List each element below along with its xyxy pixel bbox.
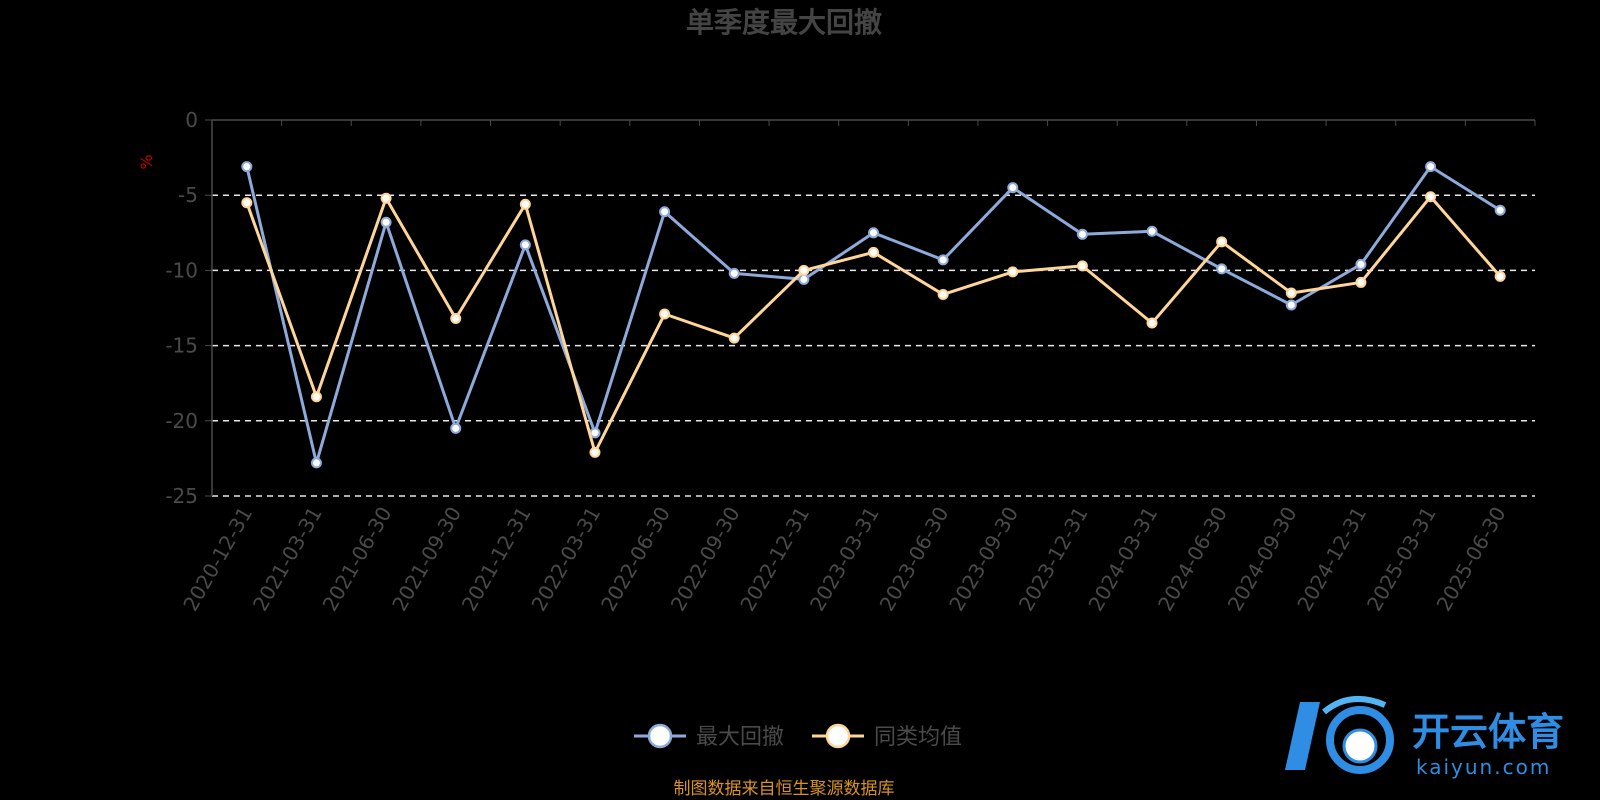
x-tick-label: 2022-12-31	[735, 503, 814, 616]
data-point	[937, 254, 949, 266]
data-point	[937, 288, 949, 300]
data-point	[728, 332, 740, 344]
y-tick-label: 0	[185, 108, 198, 132]
data-point	[589, 446, 601, 458]
data-point	[1216, 236, 1228, 248]
legend-item-2[interactable]: 同类均值	[812, 723, 962, 750]
data-point	[241, 161, 253, 173]
data-point	[868, 227, 879, 239]
legend-label: 最大回撤	[696, 725, 784, 750]
y-tick-label: -5	[178, 183, 198, 207]
x-tick-label: 2025-03-31	[1362, 503, 1441, 616]
grid-lines	[212, 194, 1535, 497]
data-point	[1146, 317, 1158, 329]
x-tick-label: 2021-12-31	[457, 503, 536, 616]
x-tick-label: 2022-03-31	[526, 503, 605, 616]
legend-item-1[interactable]: 最大回撤	[634, 723, 784, 750]
data-point	[519, 239, 531, 251]
data-point	[1146, 225, 1158, 237]
axes	[205, 119, 1536, 497]
watermark-logo: 开云体育 kaiyun.com	[1285, 695, 1564, 779]
x-tick-label: 2021-06-30	[318, 503, 397, 616]
data-point	[1076, 228, 1088, 240]
legend-label: 同类均值	[874, 725, 962, 750]
data-point	[1216, 263, 1228, 275]
data-point	[1355, 258, 1367, 270]
data-point	[519, 198, 531, 210]
series-lines	[241, 161, 1506, 469]
x-tick-label: 2022-06-30	[596, 503, 675, 616]
data-point	[380, 216, 392, 228]
data-point	[1425, 161, 1437, 173]
data-point	[728, 267, 740, 279]
data-point	[1007, 266, 1019, 278]
y-tick-label: -25	[165, 484, 198, 508]
data-point	[1425, 191, 1437, 203]
x-tick-label: 2023-09-30	[944, 503, 1023, 616]
y-tick-label: -20	[165, 409, 198, 433]
x-tick-labels: 2020-12-312021-03-312021-06-302021-09-30…	[178, 503, 1510, 616]
chart-title: 单季度最大回撤	[686, 6, 882, 39]
legend[interactable]: 最大回撤 同类均值	[634, 723, 962, 750]
x-tick-label: 2024-06-30	[1153, 503, 1232, 616]
data-point	[659, 206, 671, 218]
data-point	[241, 197, 253, 209]
data-point	[1285, 299, 1297, 311]
x-tick-label: 2024-09-30	[1223, 503, 1302, 616]
x-tick-label: 2024-03-31	[1083, 503, 1162, 616]
data-point	[1494, 270, 1506, 282]
x-tick-label: 2020-12-31	[178, 503, 257, 616]
logo-icon	[1285, 695, 1394, 774]
data-point	[310, 391, 322, 403]
data-point	[1007, 182, 1019, 194]
series-2	[241, 191, 1506, 458]
data-point	[380, 192, 392, 204]
x-tick-label: 2022-09-30	[666, 503, 745, 616]
x-tick-label: 2021-09-30	[387, 503, 466, 616]
data-point	[1494, 204, 1506, 216]
y-axis-unit: %	[137, 154, 156, 169]
x-tick-label: 2021-03-31	[248, 503, 327, 616]
x-tick-label: 2025-06-30	[1432, 503, 1511, 616]
data-point	[450, 422, 462, 434]
data-point	[1285, 287, 1297, 299]
data-point	[1355, 276, 1367, 288]
data-point	[310, 457, 322, 469]
source-note: 制图数据来自恒生聚源数据库	[674, 779, 895, 799]
data-point	[450, 313, 462, 325]
y-tick-label: -10	[165, 258, 198, 282]
x-tick-label: 2023-03-31	[805, 503, 884, 616]
data-point	[659, 308, 671, 320]
series-1	[241, 161, 1506, 469]
data-point	[868, 246, 879, 258]
x-tick-label: 2023-06-30	[875, 503, 954, 616]
data-point	[1076, 260, 1088, 272]
data-point	[798, 264, 810, 276]
data-point	[798, 273, 810, 285]
watermark-cn: 开云体育	[1412, 710, 1564, 754]
y-tick-labels: 0 -5 -10 -15 -20 -25	[165, 108, 198, 508]
x-tick-label: 2023-12-31	[1014, 503, 1093, 616]
x-tick-label: 2024-12-31	[1292, 503, 1371, 616]
y-tick-label: -15	[165, 334, 198, 358]
series-line	[245, 165, 1501, 465]
watermark-en: kaiyun.com	[1416, 755, 1551, 779]
legend-marker	[825, 723, 851, 749]
legend-marker	[647, 723, 673, 749]
